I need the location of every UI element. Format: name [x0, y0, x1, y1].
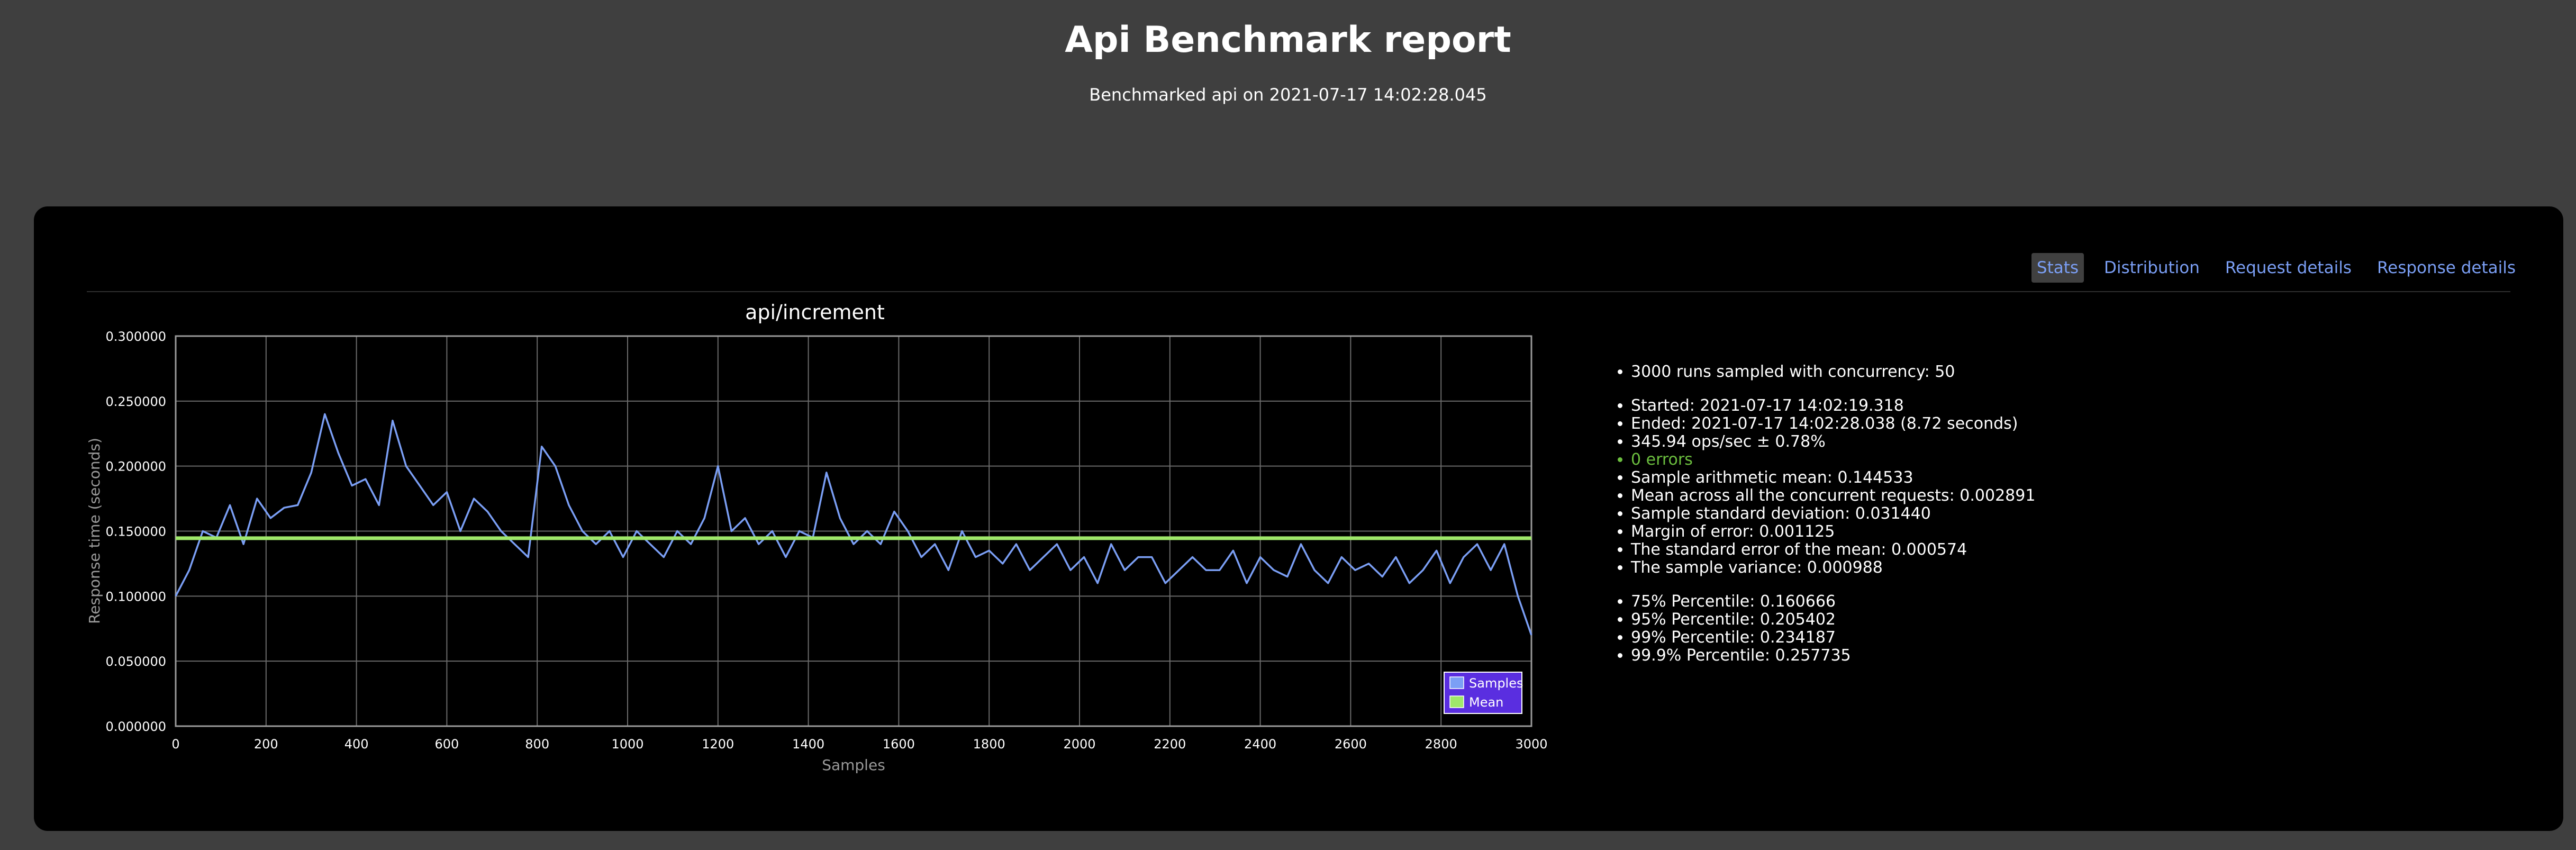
stat-p75: 75% Percentile: 0.160666	[1631, 593, 2035, 611]
stat-mean: Sample arithmetic mean: 0.144533	[1631, 469, 2035, 487]
tab-response-details[interactable]: Response details	[2377, 258, 2516, 277]
legend-samples-label: Samples	[1469, 676, 1523, 691]
stats-runs-list: 3000 runs sampled with concurrency: 50	[1611, 363, 2035, 381]
y-tick-label: 0.200000	[105, 459, 166, 474]
response-time-chart: api/increment 0.0000000.0500000.1000000.…	[86, 301, 1548, 774]
report-panel: Stats Distribution Request details Respo…	[34, 206, 2563, 831]
legend-mean-swatch	[1449, 695, 1464, 708]
stat-started: Started: 2021-07-17 14:02:19.318	[1631, 397, 2035, 415]
x-tick-label: 1200	[702, 737, 734, 752]
chart-title: api/increment	[745, 301, 885, 324]
stats-timing-list: Started: 2021-07-17 14:02:19.318 Ended: …	[1611, 397, 2035, 577]
stat-margin-error: Margin of error: 0.001125	[1631, 523, 2035, 541]
legend-samples-swatch	[1449, 676, 1464, 689]
tab-distribution[interactable]: Distribution	[2104, 258, 2200, 277]
x-tick-label: 1000	[611, 737, 643, 752]
stat-ops-per-sec: 345.94 ops/sec ± 0.78%	[1631, 433, 2035, 451]
stats-percentile-list: 75% Percentile: 0.160666 95% Percentile:…	[1611, 593, 2035, 665]
y-tick-label: 0.150000	[105, 525, 166, 539]
stat-p95: 95% Percentile: 0.205402	[1631, 611, 2035, 629]
legend-mean-label: Mean	[1469, 695, 1503, 710]
x-tick-label: 1400	[792, 737, 824, 752]
y-tick-label: 0.000000	[105, 719, 166, 734]
tabs-divider	[87, 291, 2510, 292]
y-tick-label: 0.050000	[105, 654, 166, 669]
x-tick-label: 800	[525, 737, 549, 752]
page-title: Api Benchmark report	[1065, 19, 1511, 61]
stats-summary: 3000 runs sampled with concurrency: 50 S…	[1611, 363, 2035, 681]
stat-std-error: The standard error of the mean: 0.000574	[1631, 541, 2035, 559]
stat-variance: The sample variance: 0.000988	[1631, 559, 2035, 577]
y-tick-label: 0.250000	[105, 394, 166, 409]
x-tick-label: 1800	[973, 737, 1005, 752]
plot-frame	[175, 335, 1532, 727]
x-tick-label: 0	[171, 737, 179, 752]
x-tick-label: 200	[254, 737, 278, 752]
stat-p99: 99% Percentile: 0.234187	[1631, 629, 2035, 647]
chart-legend: Samples Mean	[1444, 672, 1523, 714]
x-tick-label: 2400	[1244, 737, 1276, 752]
stat-runs: 3000 runs sampled with concurrency: 50	[1631, 363, 2035, 381]
x-tick-label: 2800	[1425, 737, 1457, 752]
x-tick-label: 1600	[883, 737, 915, 752]
page-subtitle: Benchmarked api on 2021-07-17 14:02:28.0…	[1089, 85, 1487, 105]
y-axis-ticks: 0.000000 0.050000 0.100000 0.150000 0.200000…	[105, 329, 166, 734]
y-axis-label: Response time (seconds)	[86, 438, 103, 624]
x-tick-label: 2200	[1154, 737, 1186, 752]
stat-errors: 0 errors	[1631, 451, 2035, 469]
tab-request-details[interactable]: Request details	[2225, 258, 2352, 277]
stat-concurrent-mean: Mean across all the concurrent requests:…	[1631, 487, 2035, 505]
stat-ended: Ended: 2021-07-17 14:02:28.038 (8.72 sec…	[1631, 415, 2035, 433]
x-tick-label: 2600	[1335, 737, 1367, 752]
samples-series-line	[175, 413, 1532, 636]
x-tick-label: 2000	[1063, 737, 1095, 752]
x-axis-ticks: 0 200 400 600 800 1000 1200 1400 1600 1800 2000 220…	[171, 737, 1547, 752]
x-axis-label: Samples	[822, 756, 885, 774]
tab-stats[interactable]: Stats	[2031, 253, 2084, 283]
y-tick-label: 0.100000	[105, 589, 166, 604]
x-tick-label: 600	[434, 737, 459, 752]
x-tick-label: 3000	[1515, 737, 1547, 752]
tab-bar: Stats Distribution Request details Respo…	[2031, 253, 2521, 283]
stat-std-dev: Sample standard deviation: 0.031440	[1631, 505, 2035, 523]
x-tick-label: 400	[344, 737, 369, 752]
y-tick-label: 0.300000	[105, 329, 166, 344]
stat-p999: 99.9% Percentile: 0.257735	[1631, 647, 2035, 665]
chart-grid	[175, 336, 1532, 727]
